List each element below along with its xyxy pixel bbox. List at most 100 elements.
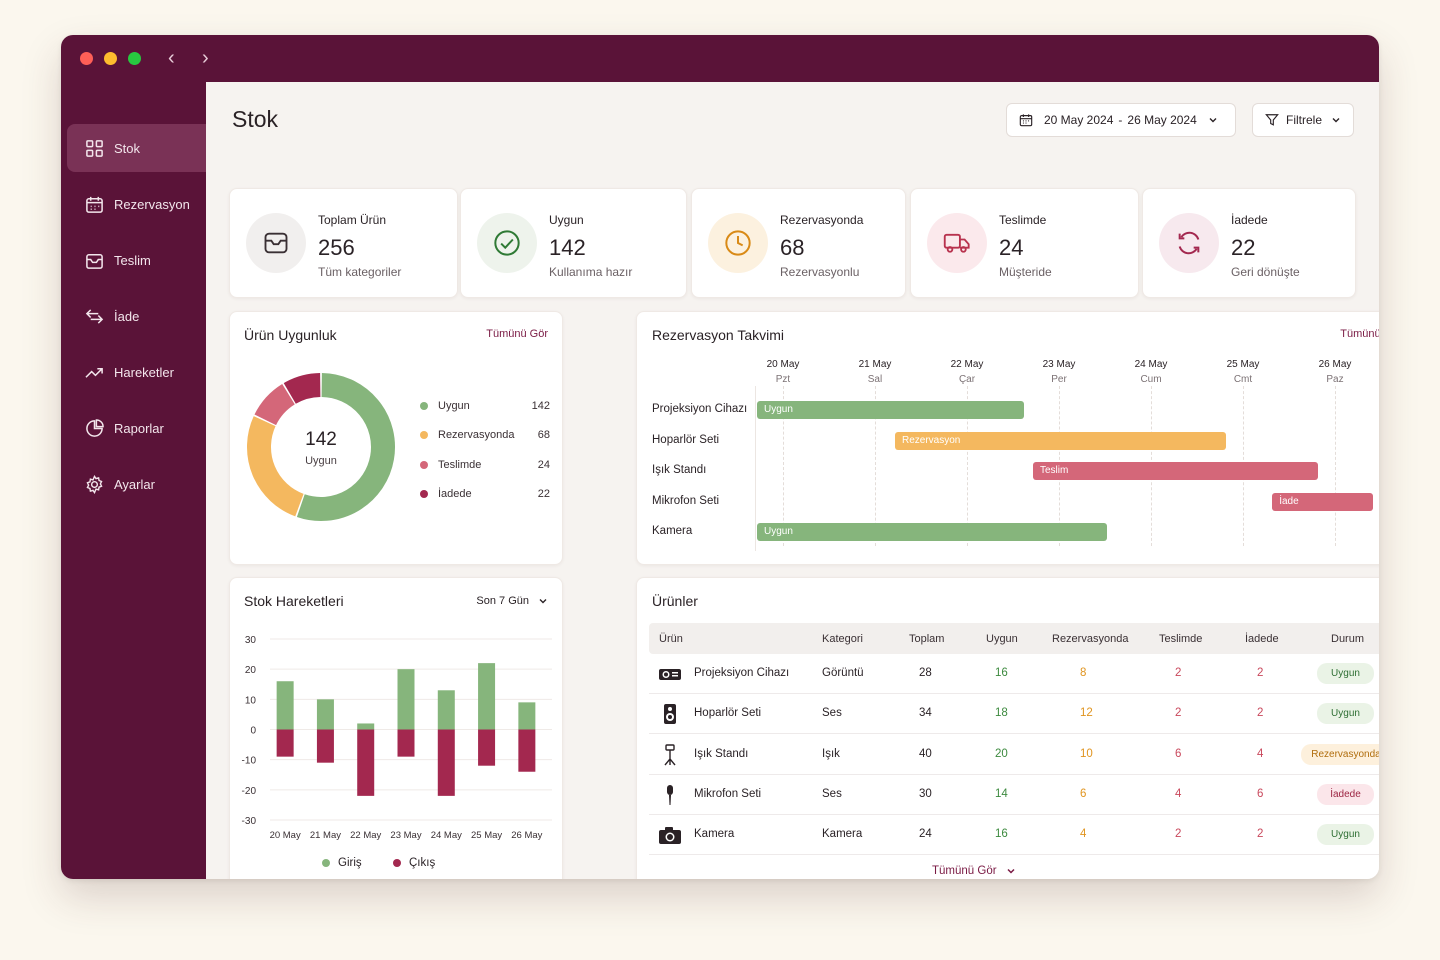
- cell-delivered: 2: [1175, 707, 1182, 720]
- maximize-window-button[interactable]: [128, 52, 141, 65]
- view-all-products-link[interactable]: Tümünü Gör: [932, 865, 1016, 877]
- table-row[interactable]: Işık Standı Işık 40 20 10 6 4 Rezervasyonda: [649, 735, 1379, 775]
- stat-card-reserved: Rezervasyonda 68 Rezervasyonlu: [691, 188, 906, 298]
- bar-out: [276, 729, 294, 757]
- box-icon: [86, 253, 103, 269]
- view-all-link[interactable]: Tümünü Gör: [1340, 328, 1379, 340]
- close-window-button[interactable]: [80, 52, 93, 65]
- stat-card-returned: İadede 22 Geri dönüşte: [1142, 188, 1356, 298]
- sidebar-item-label: Hareketler: [114, 364, 174, 380]
- bar-in: [478, 663, 496, 730]
- reservation-bar[interactable]: İade: [1272, 492, 1374, 511]
- trend-icon: [85, 367, 103, 378]
- calendar-icon: [86, 196, 103, 213]
- table-row[interactable]: Hoparlör Seti Ses 34 18 12 2 2 Uygun: [649, 694, 1379, 735]
- bar-in: [437, 690, 455, 730]
- donut-center-value: 142: [305, 429, 337, 450]
- calendar-row-label: Hoparlör Seti: [652, 433, 720, 446]
- y-tick-label: 0: [250, 726, 256, 737]
- donut-center-label: Uygun: [305, 455, 337, 467]
- stat-label: Teslimde: [999, 213, 1047, 227]
- reservation-bar[interactable]: Uygun: [757, 401, 1024, 419]
- filter-icon: [1265, 114, 1279, 126]
- bar-out: [316, 729, 334, 763]
- range-dropdown[interactable]: Son 7 Gün: [476, 595, 548, 607]
- reservation-bar[interactable]: Uygun: [757, 523, 1107, 541]
- reservation-bar[interactable]: Rezervasyon: [895, 431, 1227, 450]
- bar-in: [316, 699, 334, 730]
- calendar-day-date: 21 May: [858, 359, 892, 370]
- calendar-day-weekday: Per: [1051, 374, 1067, 385]
- sidebar-item-label: Ayarlar: [114, 476, 155, 492]
- sidebar-item-iade[interactable]: İade: [67, 292, 206, 340]
- bar-out: [357, 729, 375, 796]
- main-content: Stok 20 May 2024 - 26 May 2024 Filtrele …: [206, 82, 1379, 879]
- legend-item-reserved: Rezervasyonda 68: [420, 429, 550, 441]
- cell-delivered: 2: [1175, 828, 1182, 841]
- y-tick-label: 10: [245, 695, 257, 706]
- calendar-day-weekday: Çar: [958, 374, 976, 385]
- status-badge: Uygun: [1317, 663, 1374, 684]
- cell-reserved: 10: [1080, 747, 1093, 760]
- x-tick-label: 26 May: [511, 830, 542, 841]
- table-row[interactable]: Mikrofon Seti Ses 30 14 6 4 6 İadede: [649, 775, 1379, 815]
- stat-label: Rezervasyonda: [780, 213, 864, 227]
- donut-slice-available: [296, 373, 395, 521]
- calendar-day-date: 23 May: [1042, 359, 1076, 370]
- forward-button[interactable]: ›: [202, 47, 209, 69]
- minimize-window-button[interactable]: [104, 52, 117, 65]
- cell-total: 30: [919, 787, 932, 800]
- filter-button[interactable]: Filtrele: [1252, 103, 1354, 137]
- bar-out: [518, 729, 536, 772]
- cell-returned: 2: [1257, 828, 1264, 841]
- calendar-row-label: Işık Standı: [652, 464, 707, 476]
- x-tick-label: 22 May: [350, 830, 381, 841]
- x-tick-label: 24 May: [431, 830, 462, 841]
- check-circle-icon: [494, 230, 520, 256]
- calendar-day-header: 24 May Cum: [1121, 359, 1181, 385]
- table-row[interactable]: Kamera Kamera 24 16 4 2 2 Uygun: [649, 815, 1379, 856]
- cell-delivered: 2: [1175, 667, 1182, 679]
- calendar-grid-line: [875, 386, 876, 546]
- cell-reserved: 6: [1080, 787, 1087, 800]
- bar-out: [397, 729, 415, 757]
- sidebar-item-label: Rezervasyon: [114, 196, 190, 212]
- date-range-picker[interactable]: 20 May 2024 - 26 May 2024: [1006, 103, 1236, 137]
- table-row[interactable]: Projeksiyon Cihazı Görüntü 28 16 8 2 2 Uygun: [649, 654, 1379, 694]
- stat-card-available: Uygun 142 Kullanıma hazır: [460, 188, 687, 298]
- back-button[interactable]: ‹: [168, 47, 175, 69]
- projector-icon: [659, 669, 681, 680]
- sidebar-item-hareketler[interactable]: Hareketler: [67, 348, 206, 396]
- camera-icon: [659, 827, 681, 845]
- table-header: Ürün Kategori Toplam Uygun Rezervasyonda…: [649, 623, 1379, 654]
- sidebar-item-ayarlar[interactable]: Ayarlar: [67, 460, 206, 508]
- view-all-link[interactable]: Tümünü Gör: [486, 328, 548, 340]
- cell-product-name: Mikrofon Seti: [694, 787, 762, 800]
- sidebar: Stok Rezervasyon Teslim İade Hareketler …: [61, 82, 206, 879]
- col-header-returned: İadede: [1245, 633, 1279, 645]
- col-header-product: Ürün: [659, 633, 683, 645]
- sidebar-item-label: Raporlar: [114, 420, 164, 436]
- stat-subtext: Tüm kategoriler: [318, 265, 402, 279]
- sidebar-item-stok[interactable]: Stok: [67, 124, 206, 172]
- reservation-bar[interactable]: Teslim: [1033, 462, 1319, 480]
- stat-value: 24: [999, 235, 1024, 260]
- bar-in: [397, 669, 415, 730]
- sidebar-item-rezervasyon[interactable]: Rezervasyon: [67, 180, 206, 228]
- calendar-day-weekday: Paz: [1326, 374, 1344, 385]
- card-title: Rezervasyon Takvimi: [652, 327, 785, 343]
- card-title: Ürünler: [652, 593, 698, 609]
- bar-in: [357, 723, 375, 730]
- bar-out: [437, 729, 455, 796]
- range-label: Son 7 Gün: [476, 595, 529, 607]
- calendar-day-date: 24 May: [1134, 359, 1168, 370]
- cell-category: Işık: [822, 747, 840, 760]
- sidebar-item-teslim[interactable]: Teslim: [67, 236, 206, 284]
- card-title: Ürün Uygunluk: [244, 327, 337, 343]
- stat-icon-wrap: [708, 213, 768, 273]
- calendar-day-date: 20 May: [766, 359, 800, 370]
- sidebar-item-raporlar[interactable]: Raporlar: [67, 404, 206, 452]
- calendar-grid-line: [967, 386, 968, 546]
- calendar-icon: [1019, 114, 1033, 127]
- light-stand-icon: [664, 743, 676, 766]
